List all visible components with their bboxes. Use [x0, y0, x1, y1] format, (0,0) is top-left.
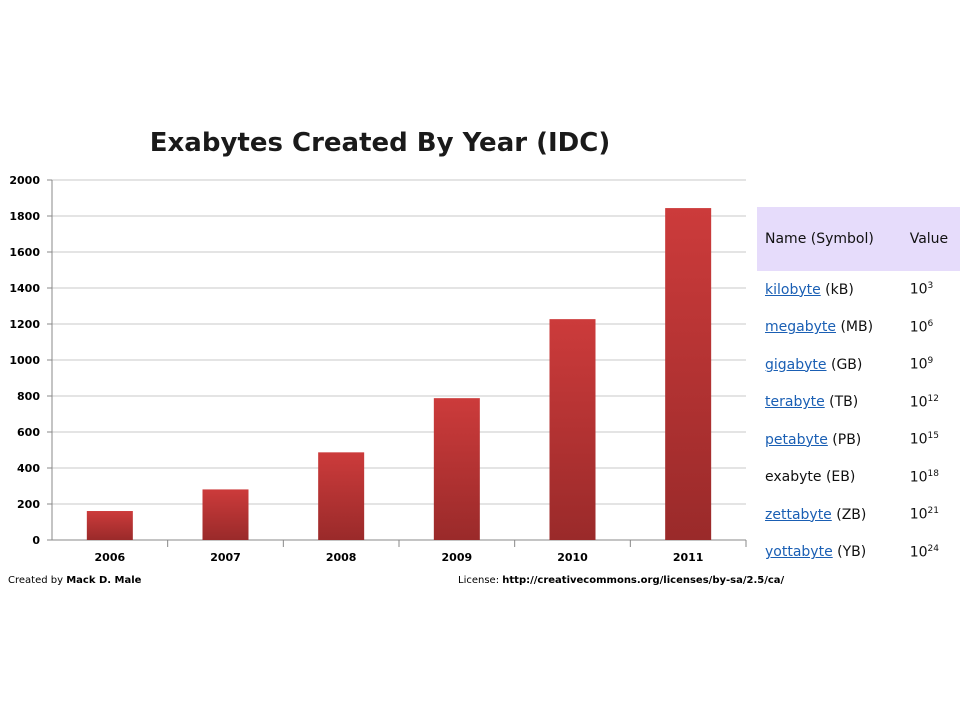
- bar-2006: [86, 511, 133, 540]
- unit-value-exponent: 6: [927, 318, 934, 329]
- header-name: Name (Symbol): [757, 207, 910, 271]
- unit-symbol: (TB): [824, 394, 859, 411]
- unit-value-exponent: 24: [927, 543, 939, 554]
- license-url: http://creativecommons.org/licenses/by-s…: [502, 575, 785, 586]
- table-row: exabyte (EB) 1018: [757, 459, 960, 497]
- table-row: kilobyte (kB) 103: [757, 271, 960, 309]
- unit-name-exabyte: exabyte: [765, 469, 822, 486]
- unit-value-cell: 1024: [910, 534, 960, 572]
- unit-name-cell: gigabyte (GB): [757, 346, 910, 384]
- unit-symbol: (YB): [832, 544, 867, 561]
- gridlines: [52, 179, 746, 505]
- table-row: petabyte (PB) 1015: [757, 421, 960, 459]
- unit-symbol: (ZB): [831, 506, 867, 523]
- bars: [86, 208, 712, 540]
- unit-value-base: 10: [909, 432, 928, 449]
- bar-2008: [318, 452, 365, 540]
- unit-value-base: 10: [909, 469, 928, 486]
- table-row: yottabyte (YB) 1024: [757, 534, 960, 572]
- unit-symbol: (kB): [820, 281, 854, 298]
- byte-units-table: Name (Symbol) Value kilobyte (kB) 103 mega…: [757, 207, 960, 571]
- x-tick-label: 2008: [326, 551, 357, 564]
- unit-value-exponent: 3: [927, 281, 934, 292]
- credit-name: Mack D. Male: [66, 575, 142, 586]
- unit-value-exponent: 21: [927, 506, 939, 517]
- unit-value-base: 10: [909, 507, 928, 524]
- license-note: License: http://creativecommons.org/lice…: [458, 575, 784, 586]
- unit-symbol: (PB): [827, 431, 862, 448]
- y-tick-label: 800: [17, 390, 40, 403]
- table-row: terabyte (TB) 1012: [757, 384, 960, 422]
- bar-2010: [549, 319, 596, 540]
- unit-value-base: 10: [909, 394, 928, 411]
- header-value: Value: [909, 207, 960, 271]
- unit-name-cell: kilobyte (kB): [757, 271, 910, 309]
- credit-prefix: Created by: [8, 575, 64, 586]
- table-row: megabyte (MB) 106: [757, 309, 960, 347]
- unit-value-cell: 1021: [910, 496, 960, 534]
- unit-link-zettabyte[interactable]: zettabyte: [765, 506, 832, 523]
- unit-name-cell: petabyte (PB): [757, 421, 910, 459]
- unit-name-cell: terabyte (TB): [757, 384, 910, 422]
- y-tick-label: 0: [32, 534, 40, 547]
- y-tick-label: 600: [17, 426, 40, 439]
- y-tick-label: 1000: [9, 354, 40, 367]
- y-tick-label: 2000: [9, 174, 40, 187]
- tick-labels: 0 200 400 600 800 1000 1200 1400 1600 1800 2000 200…: [9, 174, 703, 564]
- unit-value-exponent: 9: [927, 356, 934, 367]
- table-header-row: Name (Symbol) Value: [757, 207, 960, 271]
- unit-link-megabyte[interactable]: megabyte: [765, 319, 836, 336]
- license-prefix: License:: [458, 575, 500, 586]
- unit-value-exponent: 18: [927, 468, 939, 479]
- unit-value-cell: 103: [910, 271, 960, 309]
- y-tick-label: 1200: [9, 318, 40, 331]
- unit-value-base: 10: [909, 319, 928, 336]
- bar-2009: [433, 398, 480, 540]
- unit-name-cell: megabyte (MB): [757, 309, 910, 347]
- axes: [47, 179, 747, 547]
- unit-value-base: 10: [909, 544, 928, 561]
- unit-value-cell: 1015: [910, 421, 960, 459]
- author-credit: Created by Mack D. Male: [8, 575, 141, 586]
- y-tick-label: 200: [17, 498, 40, 511]
- unit-name-cell: yottabyte (YB): [757, 534, 910, 572]
- unit-value-base: 10: [909, 282, 928, 299]
- unit-link-terabyte[interactable]: terabyte: [765, 394, 825, 411]
- unit-link-petabyte[interactable]: petabyte: [765, 431, 828, 448]
- unit-value-cell: 1018: [910, 459, 960, 497]
- unit-name-cell: exabyte (EB): [757, 459, 910, 497]
- x-tick-label: 2011: [673, 551, 704, 564]
- unit-link-gigabyte[interactable]: gigabyte: [765, 356, 827, 373]
- bar-2007: [202, 489, 249, 540]
- unit-symbol: (EB): [821, 469, 856, 486]
- unit-symbol: (GB): [826, 356, 863, 373]
- unit-value-exponent: 12: [927, 393, 939, 404]
- unit-value-cell: 109: [910, 346, 960, 384]
- unit-symbol: (MB): [836, 319, 874, 336]
- unit-link-kilobyte[interactable]: kilobyte: [765, 281, 821, 298]
- table-row: zettabyte (ZB) 1021: [757, 496, 960, 534]
- y-tick-label: 1600: [9, 246, 40, 259]
- unit-value-cell: 106: [910, 309, 960, 347]
- bar-2011: [665, 208, 712, 540]
- y-tick-label: 1800: [9, 210, 40, 223]
- table-row: gigabyte (GB) 109: [757, 346, 960, 384]
- y-tick-label: 1400: [9, 282, 40, 295]
- x-tick-label: 2007: [210, 551, 241, 564]
- unit-name-cell: zettabyte (ZB): [757, 496, 910, 534]
- y-tick-label: 400: [17, 462, 40, 475]
- chart-title: Exabytes Created By Year (IDC): [149, 128, 611, 158]
- unit-link-yottabyte[interactable]: yottabyte: [765, 544, 833, 561]
- x-tick-label: 2009: [442, 551, 473, 564]
- unit-value-cell: 1012: [910, 384, 960, 422]
- unit-value-exponent: 15: [927, 431, 939, 442]
- x-tick-label: 2010: [557, 551, 588, 564]
- x-tick-label: 2006: [95, 551, 126, 564]
- unit-value-base: 10: [909, 357, 928, 374]
